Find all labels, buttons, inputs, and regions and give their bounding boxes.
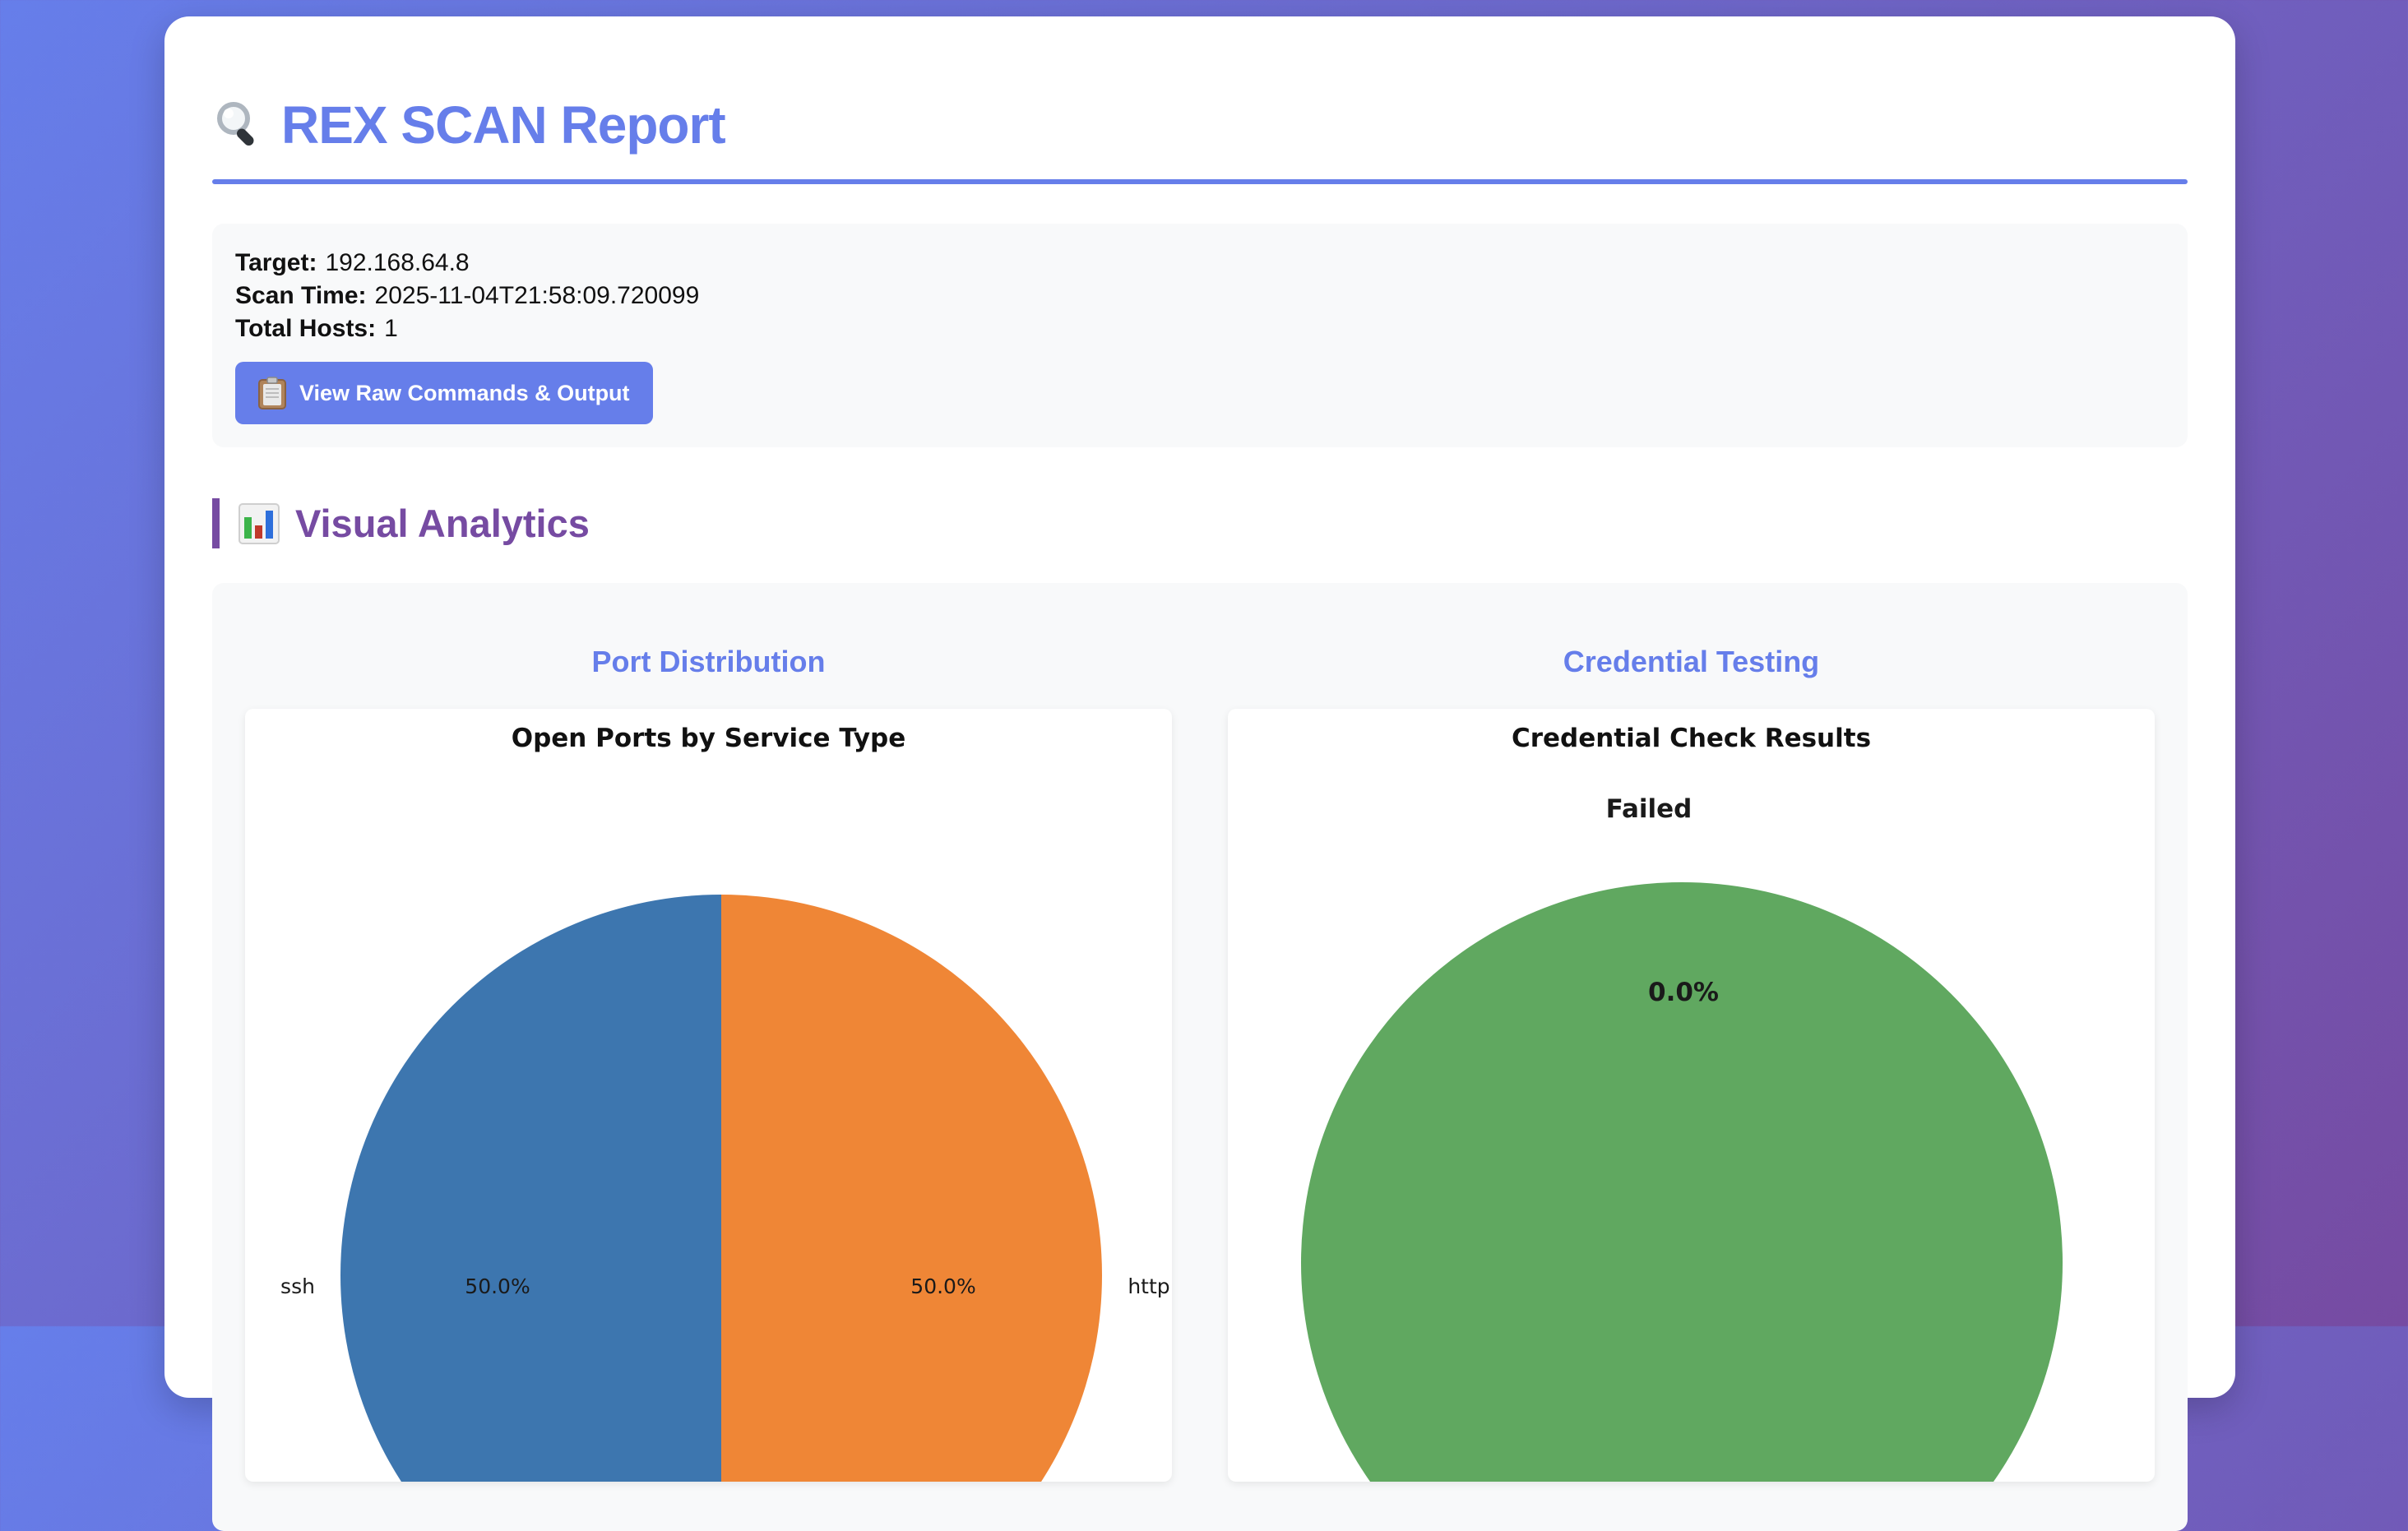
scan-time-value: 2025-11-04T21:58:09.720099 [374, 282, 700, 309]
credential-chart-card: Credential Check Results Failed 0.0% [1228, 709, 2155, 1482]
target-row: Target: 192.168.64.8 [235, 247, 2165, 280]
clipboard-icon [258, 377, 286, 409]
total-hosts-label: Total Hosts: [235, 315, 377, 342]
scan-time-label: Scan Time: [235, 282, 367, 309]
target-label: Target: [235, 249, 317, 276]
credential-chart-title: Credential Check Results [1511, 724, 1872, 754]
port-distribution-heading: Port Distribution [591, 645, 826, 679]
view-raw-commands-label: View Raw Commands & Output [299, 380, 630, 405]
title-underline [212, 179, 2188, 184]
ports-pie-pct-http: 50.0% [910, 1274, 976, 1299]
total-hosts-value: 1 [384, 315, 398, 342]
credential-testing-heading: Credential Testing [1563, 645, 1820, 679]
total-hosts-row: Total Hosts: 1 [235, 312, 2165, 345]
credential-pie [1301, 882, 2063, 1482]
ports-pie-label-ssh: ssh [280, 1274, 315, 1299]
ports-chart-title: Open Ports by Service Type [511, 724, 906, 754]
credential-pie-label-failed: Failed [1605, 794, 1693, 825]
charts-panel: Port Distribution Open Ports by Service … [212, 583, 2188, 1531]
bar-chart-icon [238, 502, 280, 544]
target-value: 192.168.64.8 [325, 249, 470, 276]
search-icon [217, 102, 254, 146]
visual-analytics-heading: Visual Analytics [212, 498, 2188, 549]
page-title-row: REX SCAN Report [212, 99, 2188, 151]
ports-pie-pct-ssh: 50.0% [465, 1274, 530, 1299]
credential-testing-column: Credential Testing Credential Check Resu… [1228, 616, 2155, 1482]
scan-summary-panel: Target: 192.168.64.8 Scan Time: 2025-11-04… [212, 224, 2188, 447]
visual-analytics-label: Visual Analytics [295, 502, 590, 545]
ports-pie-label-http: http [1128, 1274, 1170, 1299]
credential-pie-pct-failed: 0.0% [1648, 978, 1719, 1008]
ports-chart-card: Open Ports by Service Type ssh 50.0% 50.… [245, 709, 1172, 1482]
report-card: REX SCAN Report Target: 192.168.64.8 Scan… [164, 16, 2235, 1531]
page-background: { "window": { "bg_gradient": ["#667eea",… [0, 0, 2408, 1482]
view-raw-commands-button[interactable]: View Raw Commands & Output [235, 362, 653, 424]
port-distribution-column: Port Distribution Open Ports by Service … [245, 616, 1172, 1482]
ports-pie [340, 895, 1102, 1482]
page-title: REX SCAN Report [281, 95, 726, 155]
scan-time-row: Scan Time: 2025-11-04T21:58:09.720099 [235, 280, 2165, 312]
